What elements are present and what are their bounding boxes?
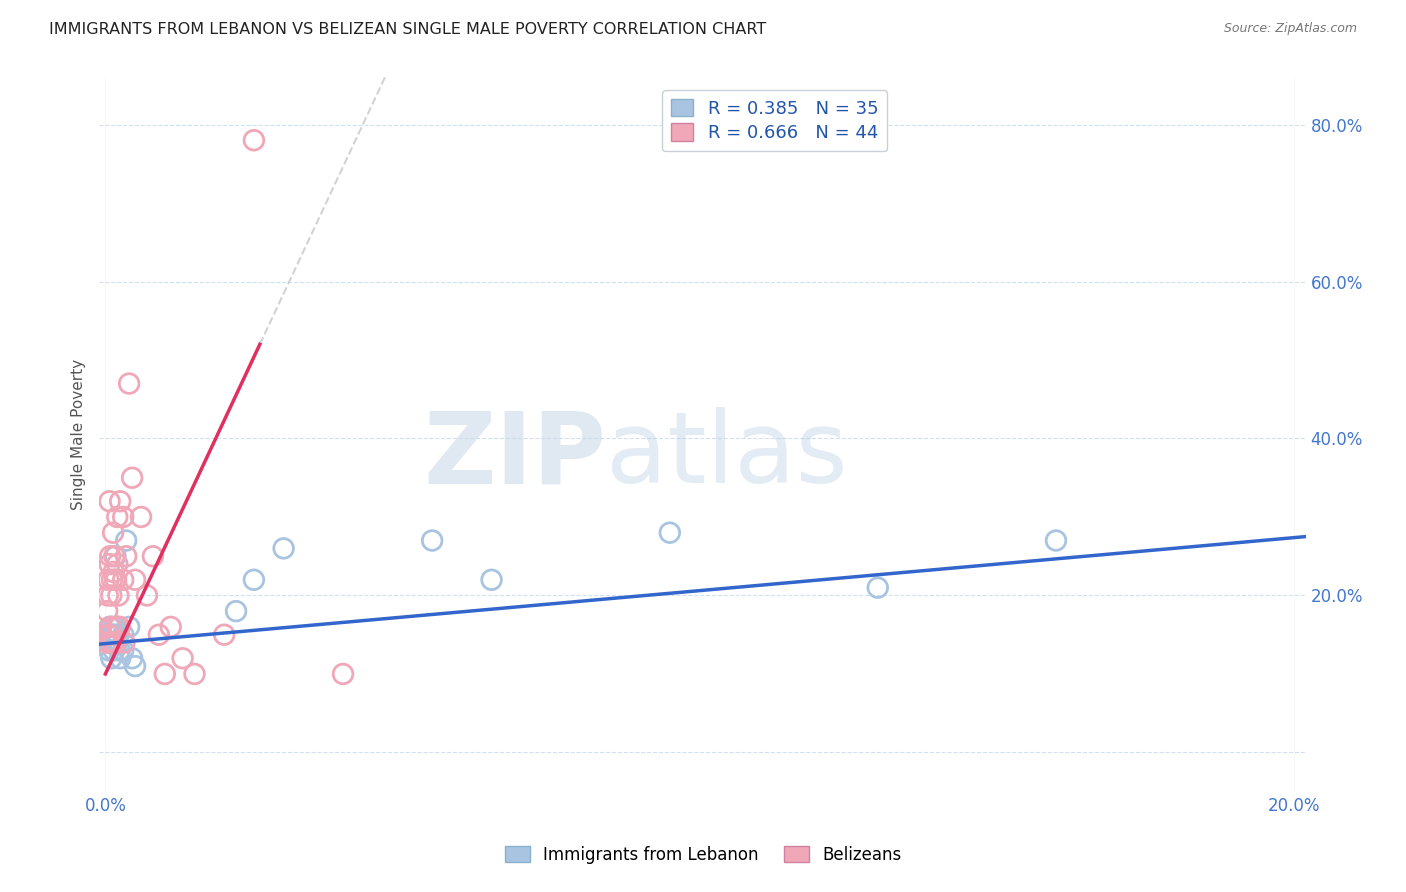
Point [107,589,129,603]
Point [104,635,127,649]
Point [100,620,122,634]
Point [105,635,128,649]
Text: atlas: atlas [606,408,848,505]
Point [225,604,247,618]
Point [101,525,124,540]
Point [112,510,135,524]
Point [121,651,143,665]
Point [332,667,354,681]
Point [107,628,129,642]
Point [658,525,681,540]
Point [103,643,125,657]
Point [108,643,131,657]
Point [481,573,503,587]
Point [159,620,181,634]
Point [124,573,146,587]
Y-axis label: Single Male Poverty: Single Male Poverty [72,359,86,510]
Point [104,549,127,564]
Point [103,620,125,634]
Point [98,494,121,508]
Point [104,628,127,642]
Point [97,628,120,642]
Point [105,510,128,524]
Point [142,549,165,564]
Point [100,589,122,603]
Point [866,581,889,595]
Point [103,565,125,579]
Point [118,620,141,634]
Point [97,628,120,642]
Point [112,635,135,649]
Point [97,643,120,657]
Point [101,635,124,649]
Text: IMMIGRANTS FROM LEBANON VS BELIZEAN SINGLE MALE POVERTY CORRELATION CHART: IMMIGRANTS FROM LEBANON VS BELIZEAN SING… [49,22,766,37]
Point [101,635,124,649]
Point [273,541,295,556]
Point [105,620,128,634]
Point [124,659,146,673]
Legend: R = 0.385   N = 35, R = 0.666   N = 44: R = 0.385 N = 35, R = 0.666 N = 44 [662,90,887,151]
Point [212,628,235,642]
Point [108,620,131,634]
Point [100,635,122,649]
Point [100,628,122,642]
Point [96,604,118,618]
Point [243,573,266,587]
Point [105,573,128,587]
Point [110,651,132,665]
Point [100,651,122,665]
Point [105,635,128,649]
Point [105,557,128,571]
Point [101,573,124,587]
Point [121,471,143,485]
Point [112,628,135,642]
Point [98,635,121,649]
Point [98,620,121,634]
Point [110,494,132,508]
Point [129,510,152,524]
Point [112,573,135,587]
Point [103,635,125,649]
Point [115,549,138,564]
Point [97,589,120,603]
Legend: Immigrants from Lebanon, Belizeans: Immigrants from Lebanon, Belizeans [498,839,908,871]
Point [104,573,127,587]
Point [97,573,120,587]
Point [100,620,122,634]
Point [243,133,266,147]
Point [97,628,120,642]
Point [136,589,159,603]
Point [103,549,125,564]
Point [183,667,205,681]
Point [112,643,135,657]
Point [98,557,121,571]
Point [153,667,176,681]
Point [1045,533,1067,548]
Point [101,628,124,642]
Point [420,533,443,548]
Point [105,620,128,634]
Text: Source: ZipAtlas.com: Source: ZipAtlas.com [1223,22,1357,36]
Point [148,628,170,642]
Text: ZIP: ZIP [423,408,606,505]
Point [172,651,194,665]
Point [118,376,141,391]
Point [96,635,118,649]
Point [115,533,138,548]
Point [96,635,118,649]
Point [98,549,121,564]
